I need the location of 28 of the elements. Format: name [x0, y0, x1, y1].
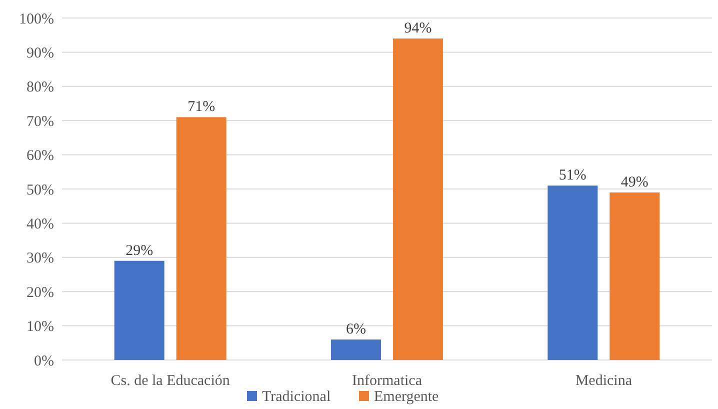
- y-tick-label: 70%: [26, 114, 54, 130]
- y-tick-label: 50%: [26, 182, 54, 198]
- bar: [548, 186, 598, 360]
- bar: [176, 117, 226, 360]
- y-tick-label: 20%: [26, 284, 54, 301]
- bar: [114, 260, 164, 360]
- y-tick-label: 100%: [19, 11, 54, 28]
- data-label: 49%: [620, 174, 648, 190]
- data-label: 71%: [188, 99, 216, 116]
- y-tick-label: 60%: [26, 148, 54, 164]
- bar: [393, 38, 443, 360]
- y-tick-label: 0%: [34, 353, 54, 370]
- y-tick-label: 10%: [26, 319, 54, 336]
- data-label: 51%: [558, 168, 586, 184]
- x-tick-label: Informatica: [352, 373, 422, 389]
- y-tick-label: 90%: [26, 45, 54, 62]
- bar: [610, 192, 660, 360]
- y-tick-label: 80%: [26, 80, 54, 96]
- data-label: 6%: [346, 321, 366, 338]
- legend-label: Tradicional: [262, 389, 331, 405]
- y-tick-label: 30%: [26, 250, 54, 267]
- data-label: 94%: [404, 20, 432, 37]
- x-tick-label: Cs. de la Educación: [110, 373, 230, 389]
- x-tick-label: Medicina: [575, 373, 632, 389]
- data-label: 29%: [126, 242, 154, 259]
- bar: [331, 339, 381, 360]
- legend-label: Emergente: [374, 389, 440, 405]
- y-tick-label: 40%: [26, 216, 54, 232]
